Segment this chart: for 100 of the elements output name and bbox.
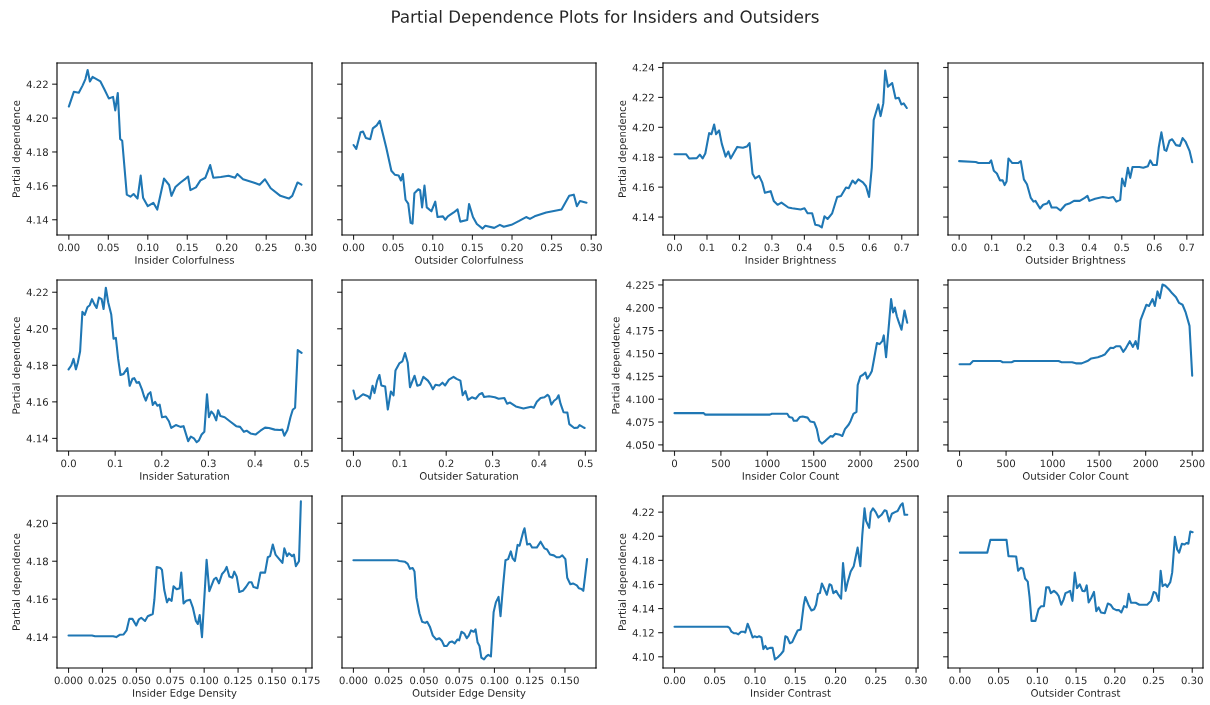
- x-axis-title: Insider Colorfulness: [135, 255, 235, 264]
- x-tick-label: 0.00: [342, 243, 365, 252]
- x-tick-label: 0.1: [392, 459, 407, 468]
- y-tick-label: 4.175: [626, 327, 654, 335]
- x-tick-label: 0.4: [531, 459, 547, 468]
- x-tick-label: 0.20: [501, 243, 523, 252]
- x-axis-title: Insider Saturation: [140, 471, 229, 480]
- x-tick-label: 0.30: [905, 676, 927, 685]
- line-series: [67, 286, 303, 444]
- x-tick-label: 0.050: [410, 676, 438, 685]
- y-tick-label: 4.10: [632, 653, 654, 661]
- x-tick-label: 0.2: [154, 459, 169, 468]
- x-axis-title: Outsider Colorfulness: [415, 255, 524, 264]
- x-tick-label: 0.6: [1146, 243, 1162, 252]
- y-tick-label: 4.125: [626, 372, 654, 381]
- y-tick-label: 4.22: [26, 288, 48, 297]
- y-tick-label: 4.20: [26, 325, 48, 333]
- x-tick-label: 0.7: [894, 243, 909, 252]
- x-tick-label: 0.2: [1016, 243, 1032, 252]
- y-axis-title: Partial dependence: [618, 100, 628, 197]
- y-tick-label: 4.18: [26, 557, 48, 566]
- x-tick-label: 2500: [1180, 459, 1205, 468]
- x-tick-label: 0.20: [824, 676, 847, 685]
- x-tick-label: 0.150: [551, 676, 579, 685]
- y-tick-label: 4.12: [632, 629, 654, 637]
- x-tick-label: 2000: [847, 459, 873, 468]
- x-tick-label: 0.4: [796, 243, 812, 252]
- y-tick-label: 4.18: [632, 153, 654, 162]
- x-axis-title: Outsider Saturation: [419, 471, 518, 480]
- x-tick-label: 0.15: [176, 243, 198, 252]
- y-tick-label: 4.14: [632, 213, 655, 221]
- x-tick-label: 0.0: [61, 459, 76, 468]
- x-tick-label: 0.05: [704, 676, 726, 685]
- line-series: [673, 69, 908, 229]
- x-tick-label: 0.000: [54, 676, 83, 685]
- y-axis-title: Partial dependence: [611, 317, 622, 414]
- x-axis-title: Outsider Edge Density: [412, 688, 526, 699]
- x-tick-label: 0.25: [255, 243, 277, 252]
- y-tick-label: 4.16: [632, 580, 655, 589]
- y-axis-title: Partial dependence: [618, 533, 628, 630]
- y-tick-label: 4.20: [26, 114, 48, 123]
- x-tick-label: 0.0: [667, 243, 682, 252]
- y-tick-label: 4.150: [626, 349, 654, 358]
- y-tick-label: 4.22: [632, 93, 654, 102]
- x-tick-label: 0.3: [1049, 243, 1064, 252]
- x-tick-label: 0.10: [1026, 676, 1048, 685]
- x-tick-label: 0: [956, 459, 963, 468]
- y-tick-label: 4.200: [626, 304, 654, 312]
- x-tick-label: 0.075: [156, 676, 184, 685]
- x-tick-label: 0.30: [295, 243, 317, 252]
- line-series: [67, 500, 302, 639]
- x-tick-label: 0.100: [480, 676, 509, 685]
- y-tick-label: 4.16: [26, 398, 49, 406]
- x-tick-label: 0.00: [663, 676, 686, 685]
- x-axis-title: Insider Contrast: [751, 688, 831, 697]
- y-tick-label: 4.20: [26, 519, 48, 528]
- y-tick-label: 4.22: [26, 80, 48, 89]
- y-tick-label: 4.16: [26, 182, 49, 190]
- y-axis-title: Partial dependence: [12, 317, 22, 414]
- y-axis-title: Partial dependence: [12, 533, 22, 630]
- y-tick-label: 4.18: [26, 361, 48, 370]
- x-tick-label: 0.30: [580, 243, 602, 252]
- y-tick-label: 4.20: [632, 123, 654, 132]
- y-axis-title: Partial dependence: [12, 100, 22, 197]
- x-tick-label: 2500: [894, 459, 919, 468]
- x-tick-label: 0.5: [829, 243, 845, 252]
- x-axis-title: Outsider Contrast: [1031, 688, 1121, 697]
- x-tick-label: 0.15: [1065, 676, 1087, 685]
- x-tick-label: 0.00: [949, 676, 971, 685]
- y-tick-label: 4.050: [626, 441, 654, 449]
- x-tick-label: 0.3: [764, 243, 780, 252]
- x-axis-title: Outsider Color Count: [1022, 471, 1129, 480]
- x-tick-label: 2000: [1133, 459, 1158, 468]
- x-tick-label: 0.25: [865, 676, 887, 685]
- x-tick-label: 0.05: [97, 243, 119, 252]
- x-tick-label: 0.000: [339, 676, 368, 685]
- x-axis-title: Outsider Brightness: [1025, 255, 1126, 266]
- y-tick-label: 4.225: [626, 281, 654, 289]
- y-tick-label: 4.18: [632, 556, 654, 565]
- x-tick-label: 0.025: [88, 676, 117, 685]
- x-tick-label: 0.10: [744, 676, 766, 685]
- x-tick-label: 0.5: [1114, 243, 1129, 252]
- x-tick-label: 0.5: [294, 459, 309, 468]
- x-tick-label: 0.2: [438, 459, 454, 468]
- x-tick-label: 1500: [801, 459, 826, 468]
- y-tick-label: 4.22: [632, 508, 654, 516]
- x-tick-label: 0.15: [461, 243, 483, 252]
- x-tick-label: 0.1: [699, 243, 715, 252]
- x-tick-label: 0.2: [732, 243, 747, 252]
- x-tick-label: 0.0: [346, 459, 361, 468]
- x-tick-label: 500: [712, 459, 730, 468]
- x-tick-label: 0.25: [541, 243, 563, 252]
- x-tick-label: 1000: [755, 459, 780, 468]
- x-tick-label: 0.0: [951, 243, 967, 252]
- x-tick-label: 0.075: [445, 676, 473, 685]
- x-tick-label: 0.00: [58, 243, 80, 252]
- x-tick-label: 0.3: [485, 459, 500, 468]
- x-tick-label: 0.05: [382, 243, 404, 252]
- x-tick-label: 0.05: [988, 676, 1010, 685]
- line-series: [67, 68, 303, 211]
